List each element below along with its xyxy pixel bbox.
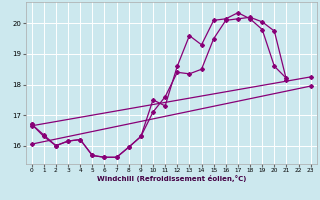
X-axis label: Windchill (Refroidissement éolien,°C): Windchill (Refroidissement éolien,°C) bbox=[97, 175, 246, 182]
